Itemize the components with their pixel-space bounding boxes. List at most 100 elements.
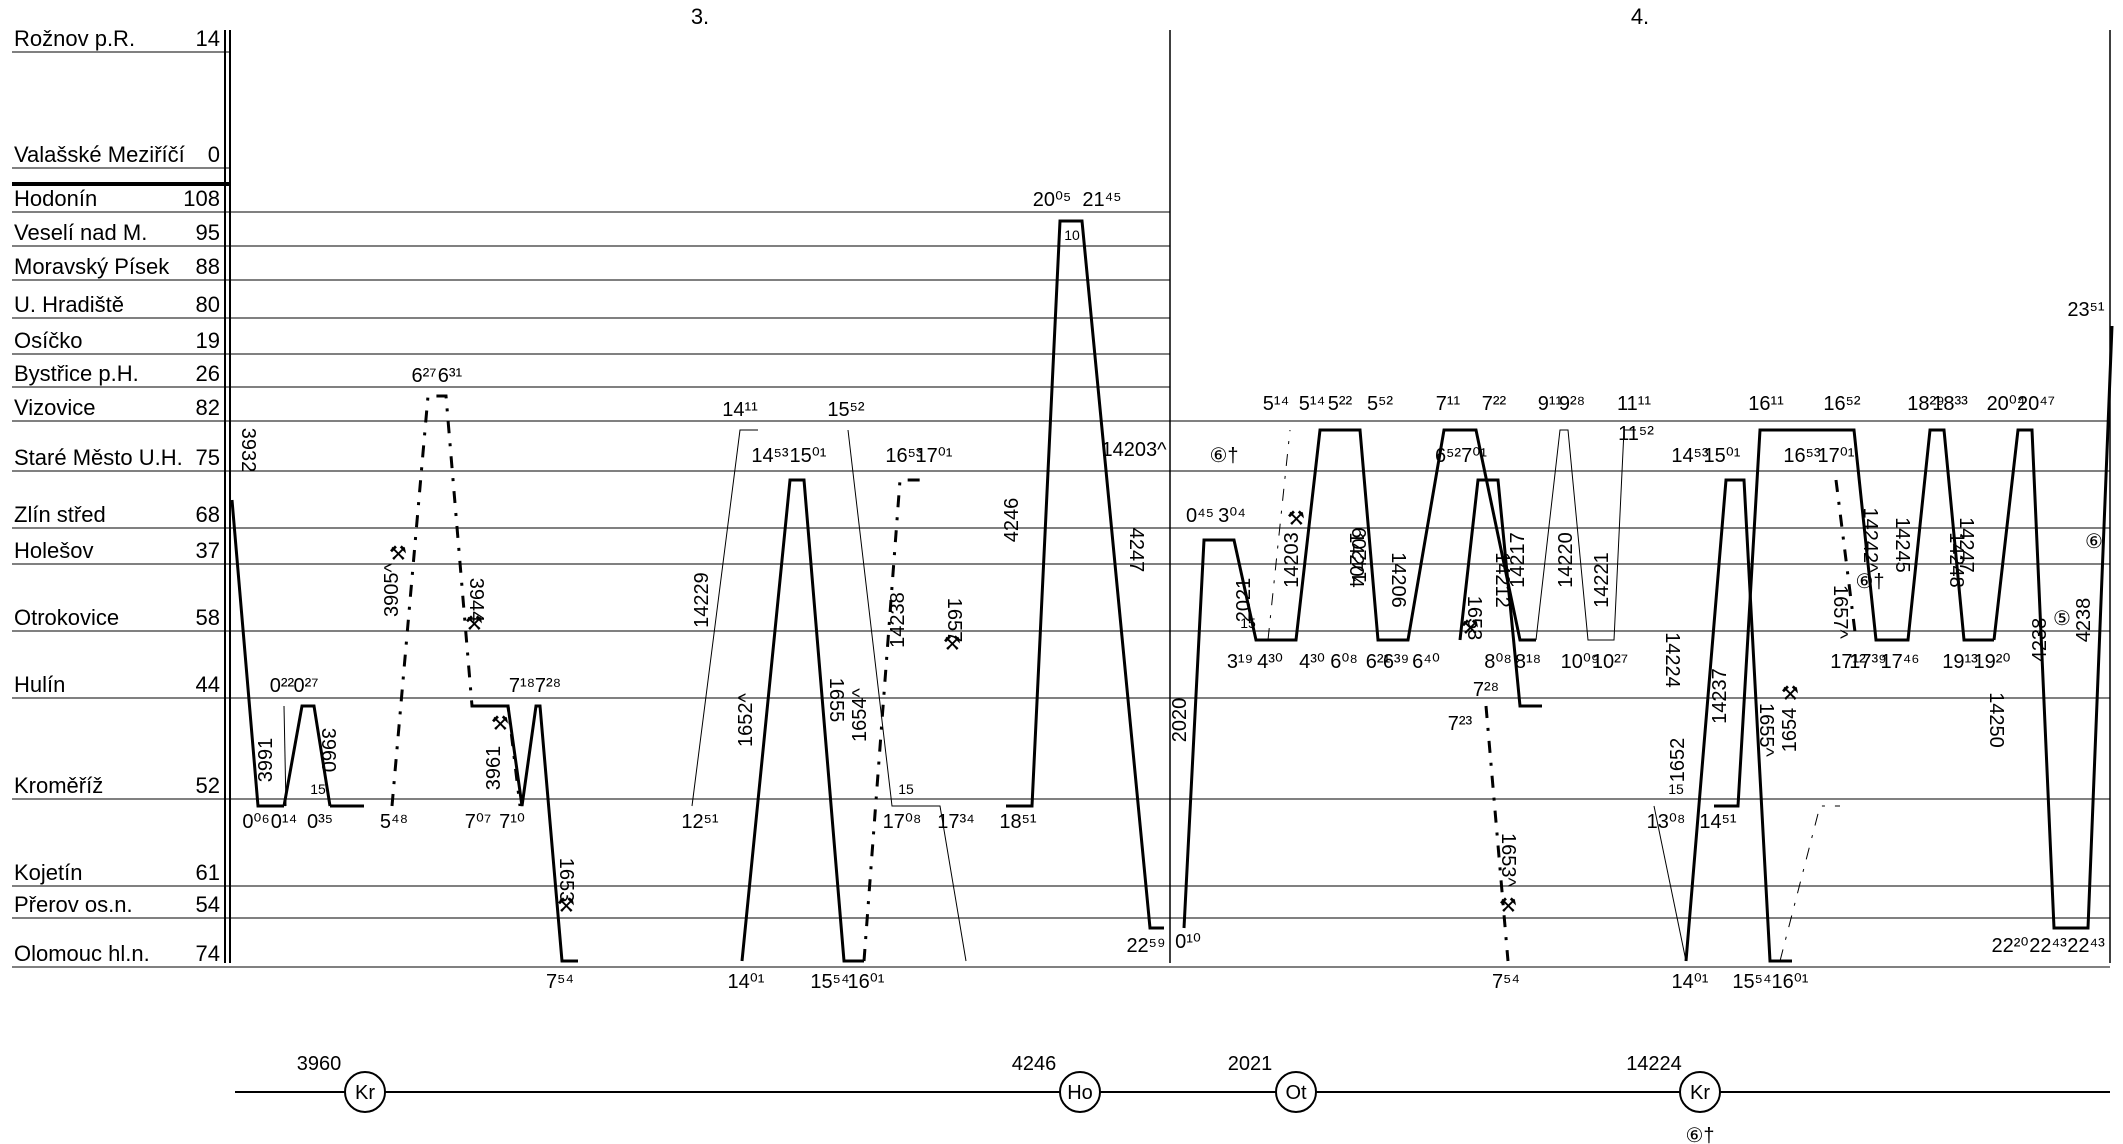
time-label: 17⁰¹ <box>1818 445 1855 467</box>
time-label: 22⁴³ <box>2029 935 2067 957</box>
time-label: 0¹⁴ <box>271 811 297 833</box>
train-number: 1654 <box>1779 708 1801 753</box>
time-label: 7²³ <box>1448 713 1473 735</box>
day-label-day4: 4. <box>1631 4 1649 29</box>
time-label: 16⁰¹ <box>1772 971 1809 993</box>
symbol-mark: ⚒ <box>389 543 407 565</box>
time-label: 5¹⁴ <box>1263 393 1289 415</box>
time-label: 4³⁰ <box>1299 651 1325 673</box>
time-label: 6²¹ <box>1366 651 1391 673</box>
train-path <box>1714 428 1994 808</box>
time-label: 17⁴⁶ <box>1880 651 1919 673</box>
train-number: 4247 <box>1125 528 1147 573</box>
time-label: 15⁵⁴ <box>1732 971 1771 993</box>
dwell-mark: 15 <box>898 781 914 797</box>
train-path <box>1992 325 2114 930</box>
train-number: 1653 <box>555 858 577 903</box>
time-label: 6⁴⁰ <box>1412 651 1440 673</box>
time-label: 16⁵² <box>1823 393 1861 415</box>
time-label: 6⁵² <box>1435 445 1461 467</box>
station-km: 108 <box>183 186 220 211</box>
station-km: 54 <box>196 892 220 917</box>
train-number: 14250 <box>1985 692 2007 748</box>
station-name: Kroměříž <box>14 773 103 798</box>
time-label: 7²² <box>1482 393 1507 415</box>
symbol-mark: ⚒ <box>491 713 509 735</box>
time-label: 0⁰⁶ <box>242 811 269 833</box>
train-path <box>847 429 967 962</box>
time-label: 5²² <box>1328 393 1353 415</box>
dwell-mark: 15 <box>1668 781 1684 797</box>
symbol-mark: ⚒ <box>557 895 575 917</box>
station-km: 58 <box>196 605 220 630</box>
train-number: 14247 <box>1955 517 1977 573</box>
time-label: 7²⁸ <box>1473 679 1499 701</box>
train-path <box>1834 479 1858 641</box>
symbol-mark: ⚒ <box>1461 617 1479 639</box>
time-label: 0¹⁰ <box>1175 931 1201 953</box>
station-km: 61 <box>196 860 220 885</box>
train-path <box>1779 805 1840 962</box>
summary-train-number: 4246 <box>1012 1053 1057 1075</box>
train-number: 14209 <box>1349 527 1371 583</box>
time-label: 14⁵³ <box>1671 445 1709 467</box>
station-name: Veselí nad M. <box>14 220 147 245</box>
time-label: 17³⁴ <box>937 811 975 833</box>
station-name: Zlín střed <box>14 502 106 527</box>
station-name: Hulín <box>14 672 65 697</box>
time-label: 20⁰⁴ <box>1987 393 2026 415</box>
station-name: Vizovice <box>14 395 96 420</box>
train-number: 14217 <box>1507 532 1529 588</box>
train-path <box>390 394 522 807</box>
time-label: 7⁵⁴ <box>546 971 574 993</box>
time-label: 14⁰¹ <box>1672 971 1709 993</box>
time-label: 17¹² <box>1830 651 1866 673</box>
time-label: 16⁵³ <box>1783 445 1821 467</box>
time-label: 5⁵² <box>1367 393 1393 415</box>
dwell-mark: 15 <box>310 781 326 797</box>
train-number: 1653^ <box>1497 833 1519 887</box>
train-number: 1652^ <box>735 692 757 746</box>
time-label: 3⁰⁴ <box>1218 505 1246 527</box>
train-number: 1654^ <box>849 687 871 741</box>
station-km: 19 <box>196 328 220 353</box>
time-label: 7¹⁸ <box>509 675 535 697</box>
time-label: 16⁵³ <box>885 445 923 467</box>
depot-code: Ot <box>1285 1082 1307 1104</box>
dwell-mark: 15 <box>1240 615 1256 631</box>
station-name: Moravský Písek <box>14 254 170 279</box>
train-number: 4246 <box>1001 498 1023 543</box>
time-label: 17⁰¹ <box>916 445 953 467</box>
time-label: 12⁵¹ <box>681 811 719 833</box>
time-label: 22²⁰ <box>1992 935 2029 957</box>
train-path <box>1653 805 1687 962</box>
time-label: 11⁵² <box>1618 423 1654 445</box>
station-km: 14 <box>196 26 220 51</box>
depot-code: Kr <box>1690 1082 1710 1104</box>
train-number: 14221 <box>1591 552 1613 608</box>
station-name: Otrokovice <box>14 605 119 630</box>
time-label: 19²⁰ <box>1974 651 2011 673</box>
train-path <box>1535 429 1636 641</box>
day-headers: 3. 4. <box>691 4 1649 29</box>
station-name: Přerov os.n. <box>14 892 133 917</box>
train-number: 14237 <box>1709 668 1731 724</box>
train-number: 3944 <box>465 578 487 623</box>
station-km: 82 <box>196 395 220 420</box>
time-label: 19¹³ <box>1942 651 1978 673</box>
depot-code: Kr <box>355 1082 375 1104</box>
train-path <box>472 704 578 963</box>
time-label: 8⁰⁸ <box>1484 651 1512 673</box>
train-path <box>230 499 284 808</box>
station-name: Valašské Meziříčí <box>14 142 185 167</box>
time-label: 0²² <box>270 675 295 697</box>
depot-code: Ho <box>1067 1082 1093 1104</box>
train-number: 14220 <box>1555 532 1577 588</box>
train-path <box>1006 219 1164 930</box>
train-number: 3932 <box>237 428 259 473</box>
train-number: 14203 <box>1281 532 1303 588</box>
time-label: 14⁰¹ <box>728 971 765 993</box>
train-number: 14204 <box>1345 532 1367 588</box>
station-name: Holešov <box>14 538 93 563</box>
